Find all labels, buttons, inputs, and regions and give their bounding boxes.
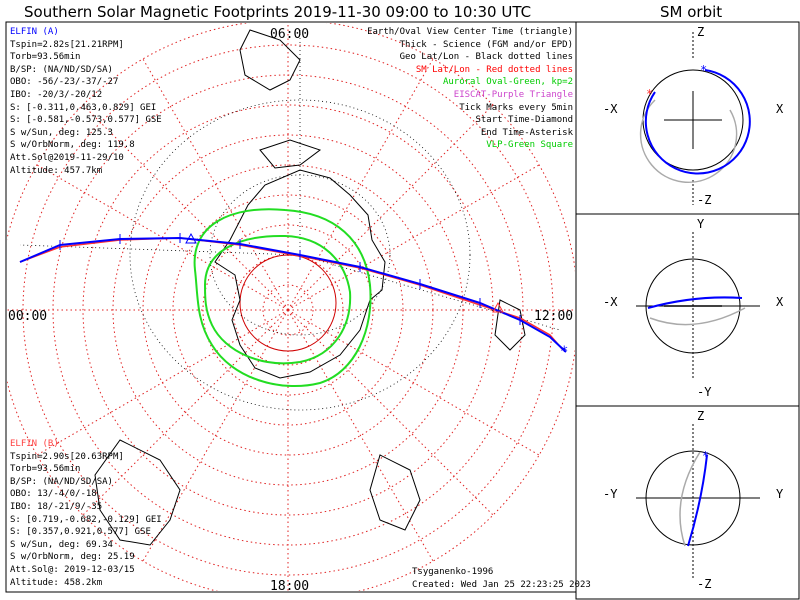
elfin-a-line: B/SP: (NA/ND/SD/SA): [10, 64, 113, 75]
elfin-b-line: Altitude: 458.2km: [10, 577, 103, 588]
elfin-b-line: S: [0.719,-0.682,-0.129] GEI: [10, 514, 162, 525]
orbit3-left-label: -Y: [603, 487, 618, 501]
orbit-frame-xy: [575, 213, 800, 407]
legend-item: End Time-Asterisk: [480, 127, 573, 138]
orbit3-top-label: Z: [697, 409, 705, 423]
svg-text:*: *: [646, 87, 653, 101]
orbit1-right-label: X: [776, 102, 784, 116]
elfin-a-ticks: [59, 233, 521, 325]
orbit2-top-label: Y: [697, 217, 705, 231]
elfin-b-line: B/SP: (NA/ND/SD/SA): [10, 476, 113, 487]
elfin-a-track: [19, 236, 567, 353]
model-credit: Tsyganenko-1996: [412, 567, 494, 577]
elfin-a-end-asterisk: *: [560, 344, 568, 360]
legend-item: Earth/Oval View Center Time (triangle): [367, 27, 573, 37]
page-title: Southern Solar Magnetic Footprints 2019-…: [24, 3, 532, 21]
legend-item: Auroral Oval-Green, kp=2: [442, 77, 573, 88]
sm-longitude-lines: [7, 23, 575, 591]
elfin-b-line: S w/OrbNorm, deg: 25.19: [10, 552, 135, 563]
elfin-a-line: IBO: -20/3/-20/12: [10, 89, 103, 100]
legend: Earth/Oval View Center Time (triangle) T…: [367, 26, 573, 152]
legend-item: VLP-Green Square: [486, 140, 573, 151]
orbit-frame-yz: [575, 405, 800, 600]
legend-item: Thick - Science (FGM and/or EPD): [399, 39, 573, 50]
elfin-a-line: S w/OrbNorm, deg: 119.8: [10, 140, 135, 151]
legend-item: Start Time-Diamond: [475, 115, 573, 126]
coastlines: [94, 29, 526, 546]
elfin-b-view-triangle: [492, 301, 504, 313]
elfin-a-line: Altitude: 457.7km: [10, 165, 103, 176]
elfin-a-heading: ELFIN (A): [10, 27, 59, 37]
elfin-b-line: Tspin=2.90s[20.63RPM]: [10, 451, 124, 462]
elfin-b-heading: ELFIN (B): [10, 439, 59, 449]
elfin-b-line: OBO: 13/-4/0/-18: [10, 489, 97, 500]
elfin-a-line: OBO: -56/-23/-37/-27: [10, 77, 119, 88]
legend-item: Geo Lat/Lon - Black dotted lines: [399, 52, 573, 63]
elfin-a-line: Torb=93.56min: [10, 52, 81, 63]
orbit-panel-yz: *: [636, 424, 760, 580]
orbit3-right-label: Y: [776, 487, 784, 501]
hour-label-top: 06:00: [270, 27, 309, 42]
elfin-b-line: Torb=93.56min: [10, 464, 81, 475]
sm-pole-circle: [239, 254, 337, 352]
svg-text:*: *: [700, 63, 707, 77]
elfin-a-line: S: [-0.311,0.463,0.829] GEI: [10, 102, 157, 113]
orbit2-right-label: X: [776, 295, 784, 309]
orbit2-left-label: -X: [603, 295, 618, 309]
elfin-b-line: S: [0.357,0.921,0.577] GSE: [10, 527, 151, 538]
elfin-a-info: ELFIN (A) Tspin=2.82s[21.21RPM] Torb=93.…: [10, 26, 162, 177]
elfin-a-line: Tspin=2.82s[21.21RPM]: [10, 39, 124, 50]
elfin-b-line: S w/Sun, deg: 69.34: [10, 539, 113, 550]
elfin-a-line: S w/Sun, deg: 125.3: [10, 127, 113, 138]
orbit1-top-label: Z: [697, 25, 705, 39]
elfin-b-line: Att.Sol@: 2019-12-03/15: [10, 564, 135, 575]
orbit-panel-xy: [636, 232, 760, 380]
elfin-a-line: S: [-0.581,-0.573,0.577] GSE: [10, 115, 162, 126]
legend-item: Tick Marks every 5min: [459, 102, 573, 113]
orbit-panel-xz: * *: [639, 32, 751, 205]
elfin-a-view-triangle: [185, 232, 197, 244]
elfin-b-line: IBO: 18/-21/9/-35: [10, 501, 103, 512]
orbit-title: SM orbit: [660, 3, 723, 21]
created-timestamp: Created: Wed Jan 25 22:23:25 2023: [412, 580, 591, 590]
elfin-a-line: Att.Sol@2019-11-29/10: [10, 152, 124, 163]
elfin-b-info: ELFIN (B) Tspin=2.90s[20.63RPM] Torb=93.…: [10, 438, 162, 589]
hour-label-left: 00:00: [8, 309, 47, 324]
elfin-b-track: [19, 237, 564, 351]
hour-label-right: 12:00: [534, 309, 573, 324]
orbit2-bottom-label: -Y: [697, 385, 712, 399]
orbit1-bottom-label: -Z: [697, 193, 712, 207]
orbit-frame-xz: [575, 21, 800, 215]
legend-item: SM Lat/Lon - Red dotted lines: [415, 64, 573, 75]
svg-text:*: *: [702, 449, 709, 463]
orbit3-bottom-label: -Z: [697, 577, 712, 591]
auroral-oval: [193, 208, 372, 387]
hour-label-bottom: 18:00: [270, 579, 309, 594]
legend-item: EISCAT-Purple Triangle: [453, 89, 573, 100]
geo-grid: [19, 30, 561, 411]
orbit1-left-label: -X: [603, 102, 618, 116]
